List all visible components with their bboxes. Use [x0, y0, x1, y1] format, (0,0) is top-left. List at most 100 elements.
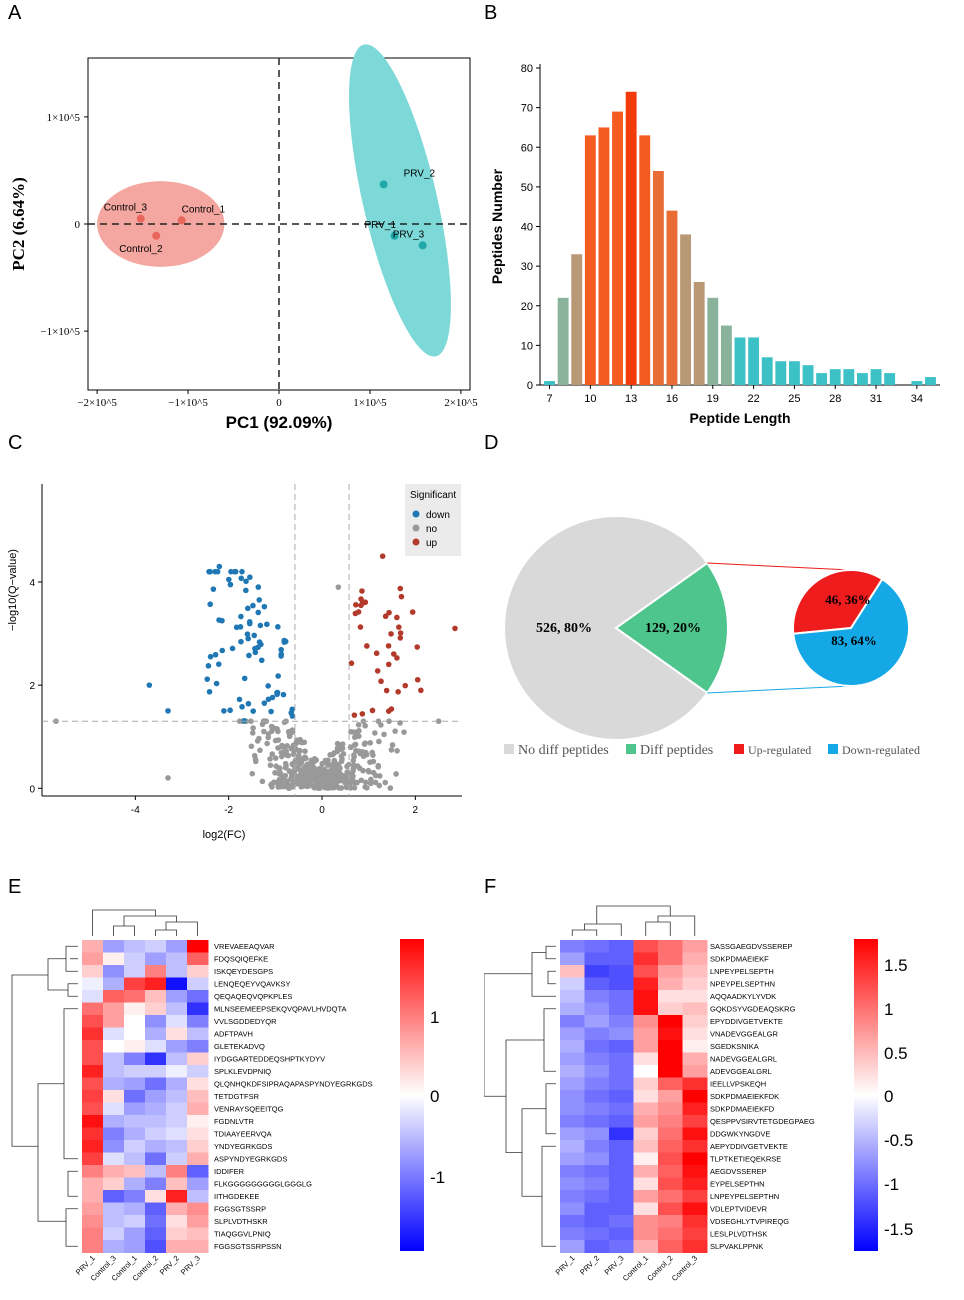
volcano-point-down [274, 691, 280, 698]
heatmap-cell [166, 990, 188, 1003]
row-label: GQKDSYVGDEAQSKRG [710, 1005, 796, 1014]
connector-top [707, 562, 852, 571]
column-label: PRV_2 [158, 1254, 181, 1277]
heatmap-cell [166, 1240, 188, 1253]
volcano-point-no [367, 759, 373, 765]
volcano-point-down [236, 696, 243, 703]
row-label: ADFTPAVH [214, 1030, 253, 1039]
volcano-point-no [284, 752, 290, 758]
volcano-point-no [272, 769, 278, 776]
heatmap-cell [166, 952, 188, 966]
volcano-point-down [227, 707, 233, 714]
volcano-point-no [365, 767, 372, 774]
heatmap-cell [609, 1177, 634, 1191]
volcano-point-no [356, 727, 362, 734]
row-label: SGEDKSNIKA [710, 1042, 759, 1051]
volcano-point-no [286, 731, 293, 737]
heatmap-cell [187, 1077, 209, 1091]
heatmap-cell [145, 1215, 167, 1228]
volcano-point-no [319, 760, 326, 767]
heatmap-cell [145, 1090, 167, 1103]
y-axis-title: Peptides Number [489, 168, 505, 284]
volcano-point-no [376, 782, 383, 789]
volcano-point-down [265, 683, 271, 689]
volcano-point-no [282, 764, 289, 771]
volcano-point-down [250, 708, 256, 714]
heatmap-cell [609, 1202, 634, 1216]
volcano-point-down [221, 708, 227, 714]
volcano-point-no [358, 777, 365, 784]
heatmap-cell [166, 1152, 188, 1166]
length-bar [693, 281, 705, 385]
heatmap-cell [560, 1040, 585, 1053]
volcano-point-down [268, 708, 274, 715]
sub-label-down: 83, 64% [831, 633, 877, 648]
sub-slice-down [792, 577, 910, 687]
heatmap-cell [124, 1177, 146, 1191]
heatmap-cell [682, 1027, 708, 1041]
heatmap-cell [609, 940, 634, 953]
volcano-point-no [360, 767, 366, 774]
row-label: EPYDDIVGETVEKTE [710, 1017, 783, 1026]
heatmap-cell [560, 1090, 585, 1103]
heatmap-cell [82, 1215, 104, 1228]
volcano-point-down [275, 673, 281, 679]
heatmap-cell [124, 1090, 146, 1103]
volcano-point-no [292, 757, 299, 763]
color-scale-label: -1 [884, 1175, 899, 1194]
column-label: Control_2 [645, 1254, 674, 1283]
volcano-point-no [401, 729, 407, 735]
heatmap-cell [166, 1090, 188, 1103]
heatmap-cell [82, 1140, 104, 1153]
heatmap-cell [145, 977, 167, 991]
row-label: AEPYDDIVGETVEKTE [710, 1142, 788, 1151]
row-dendrogram [63, 1008, 78, 1160]
heatmap-cell [145, 1015, 167, 1028]
heatmap-cell [633, 1127, 659, 1141]
volcano-point-up [359, 711, 366, 717]
heatmap-cell [658, 977, 683, 991]
row-dendrogram [47, 958, 68, 991]
x-tick-label: 19 [707, 393, 719, 405]
y-tick-label: 0 [29, 784, 35, 795]
volcano-point-no [392, 728, 398, 734]
column-dendrogram [657, 915, 696, 936]
prv-ellipse [349, 44, 451, 357]
heatmap-cell [658, 1090, 683, 1103]
heatmap-cell [584, 1127, 610, 1141]
x-tick-label: -2 [224, 805, 233, 816]
volcano-point-down [255, 609, 262, 616]
volcano-point-down [146, 682, 153, 688]
volcano-point-up [364, 643, 370, 649]
heatmap-cell [658, 1102, 683, 1116]
volcano-point-no [267, 762, 274, 769]
heatmap-cell [560, 1202, 585, 1216]
row-label: TIAQGGVLPNIQ [214, 1230, 271, 1239]
color-scale-label: 0 [430, 1087, 439, 1106]
color-scale-bar [854, 939, 878, 1251]
heatmap-cell [609, 1040, 634, 1053]
volcano-point-up [397, 635, 404, 641]
column-label: Control_3 [670, 1254, 699, 1283]
heatmap-cell [145, 1115, 167, 1128]
volcano-point-down [246, 619, 253, 625]
row-label: IYDGGARTEDDEQSHPTKYDYV [214, 1055, 325, 1064]
volcano-point-no [288, 745, 294, 752]
heatmap-cell [82, 1165, 104, 1178]
heatmap-cell [682, 940, 708, 953]
heatmap-cell [187, 1040, 209, 1053]
heatmap-cell [145, 1152, 167, 1166]
heatmap-cell [187, 1115, 209, 1128]
row-label: FGDNLVTR [214, 1117, 254, 1126]
volcano-point-up [414, 676, 421, 683]
volcano-point-no [272, 755, 279, 761]
heatmap-cell [560, 1152, 585, 1166]
legend-swatch [504, 744, 514, 754]
color-scale-label: 0.5 [884, 1044, 908, 1063]
x-tick-label: -4 [131, 805, 140, 816]
heatmap-cell [584, 1052, 610, 1066]
heatmap-cell [658, 1015, 683, 1028]
volcano-point-up [374, 668, 381, 674]
sub-slice-up [792, 569, 884, 635]
row-dendrogram [11, 974, 48, 1147]
